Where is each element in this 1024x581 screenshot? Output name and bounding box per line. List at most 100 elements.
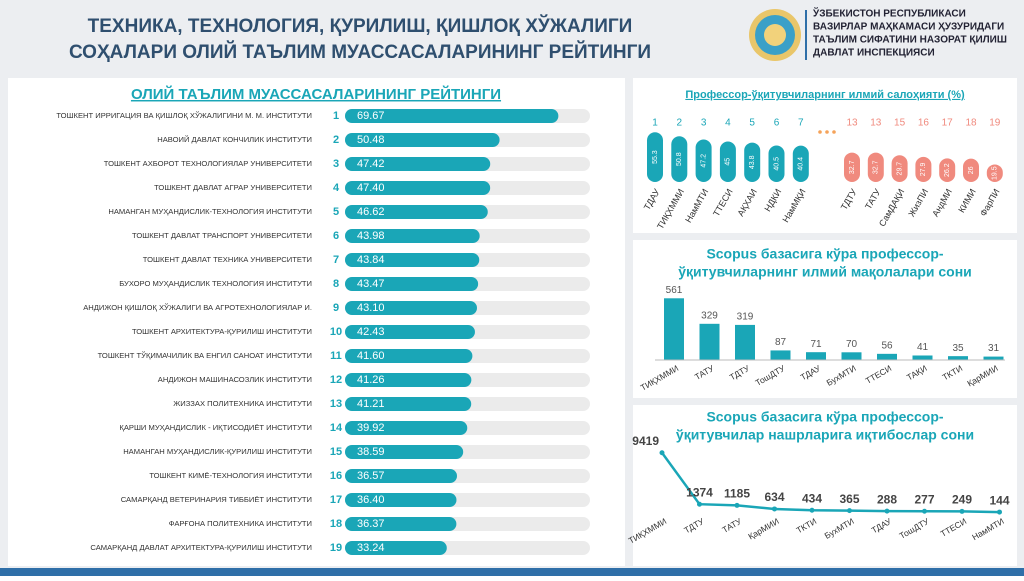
pill xyxy=(647,132,663,182)
value-label: 43.8 xyxy=(749,155,756,169)
value-label: 33.24 xyxy=(357,542,385,554)
pill xyxy=(695,139,712,182)
bar xyxy=(345,469,457,483)
bar xyxy=(345,373,472,387)
value-label: 9419 xyxy=(632,434,659,448)
pill xyxy=(963,158,979,182)
value-label: 71 xyxy=(810,339,822,350)
category-label: ТОШКЕНТ КИМЁ-ТЕХНОЛОГИЯ ИНСТИТУТИ xyxy=(149,471,312,480)
value-label: 32.7 xyxy=(873,160,880,174)
bar xyxy=(345,253,480,267)
value-label: 39.92 xyxy=(357,422,385,434)
value-label: 26 xyxy=(968,166,975,174)
title: ТЕХНИКА, ТЕХНОЛОГИЯ, ҚУРИЛИШ, ҚИШЛОҚ ХЎЖ… xyxy=(88,15,633,37)
chart-title: ОЛИЙ ТАЪЛИМ МУАССАСАЛАРИНИНГ РЕЙТИНГИ xyxy=(131,85,501,103)
value-label: 41.21 xyxy=(357,398,385,410)
rank: 9 xyxy=(333,302,339,314)
value-label: 46.62 xyxy=(357,206,385,218)
point xyxy=(959,508,965,514)
bar xyxy=(735,324,755,360)
category-label: НАМАНГАН МУҲАНДИСЛИК-ҚУРИЛИШ ИНСТИТУТИ xyxy=(123,447,312,456)
rank: 19 xyxy=(330,542,342,554)
rank: 6 xyxy=(333,230,339,242)
bar xyxy=(345,301,477,315)
rank: 13 xyxy=(870,118,882,129)
category-label: ТОШКЕНТ ДАВЛАТ ТРАНСПОРТ УНИВЕРСИТЕТИ xyxy=(132,231,312,240)
bar xyxy=(345,445,464,459)
value-label: 561 xyxy=(666,285,683,296)
category-label: ТОШКЕНТ ДАВЛАТ АГРАР УНИВЕРСИТЕТИ xyxy=(154,183,312,192)
point xyxy=(772,506,777,512)
value-label: 1185 xyxy=(724,487,750,501)
bar xyxy=(345,421,468,435)
title: СОҲАЛАРИ ОЛИЙ ТАЪЛИМ МУАССАСАЛАРИНИНГ РЕ… xyxy=(69,41,651,63)
rank: 16 xyxy=(330,470,342,482)
rank: 17 xyxy=(942,118,954,129)
bar xyxy=(877,353,897,360)
rank: 7 xyxy=(333,254,339,266)
panel xyxy=(633,240,1017,398)
bar xyxy=(345,133,500,147)
value-label: 277 xyxy=(914,492,934,506)
value-label: 36.40 xyxy=(357,494,385,506)
bar xyxy=(345,157,491,171)
pill xyxy=(986,164,1003,182)
point xyxy=(884,508,890,514)
value-label: 50.48 xyxy=(357,134,385,146)
value-label: 47.42 xyxy=(357,158,385,170)
bar xyxy=(345,109,559,123)
bar xyxy=(770,350,791,360)
rank: 1 xyxy=(652,118,658,129)
chart-title: Scopus базасига кўра профессор- xyxy=(706,409,943,425)
bar xyxy=(345,541,447,555)
rank: 14 xyxy=(330,422,343,434)
rank: 18 xyxy=(330,518,342,530)
value-label: 47.40 xyxy=(357,182,385,194)
value-label: 36.57 xyxy=(357,470,385,482)
emblem xyxy=(749,9,801,61)
rank: 15 xyxy=(894,118,906,129)
category-label: АНДИЖОН ҚИШЛОҚ ХЎЖАЛИГИ ВА АГРОТЕХНОЛОГИ… xyxy=(83,303,312,312)
value-label: 69.67 xyxy=(357,110,385,122)
rank: 5 xyxy=(749,118,755,129)
rank: 2 xyxy=(333,134,339,146)
value-label: 87 xyxy=(775,337,787,348)
value-label: 38.59 xyxy=(357,446,385,458)
value-label: 27.9 xyxy=(920,163,927,177)
category-label: ТОШКЕНТ АХБОРОТ ТЕХНОЛОГИЯЛАР УНИВЕРСИТЕ… xyxy=(104,159,312,168)
category-label: ТОШКЕНТ АРХИТЕКТУРА-ҚУРИЛИШ ИНСТИТУТИ xyxy=(132,327,312,336)
category-label: ТОШКЕНТ ТЎҚИМАЧИЛИК ВА ЕНГИЛ САНОАТ ИНСТ… xyxy=(98,351,312,360)
category-label: АНДИЖОН МАШИНАСОЗЛИК ИНСТИТУТИ xyxy=(158,375,312,384)
category-label: САМАРҚАНД ВЕТЕРИНАРИЯ ТИББИЁТ ИНСТИТУТИ xyxy=(121,495,312,504)
value-label: 35 xyxy=(952,343,964,354)
bar xyxy=(345,277,479,291)
value-label: 43.47 xyxy=(357,278,385,290)
rank: 19 xyxy=(989,118,1001,129)
rank: 3 xyxy=(701,118,707,129)
category-label: ФАРҒОНА ПОЛИТЕХНИКА ИНСТИТУТИ xyxy=(169,519,312,528)
point xyxy=(847,508,852,514)
pill xyxy=(939,158,956,182)
value-label: 36.37 xyxy=(357,518,385,530)
pill xyxy=(744,142,761,182)
pill xyxy=(844,152,860,182)
category-label: НАМАНГАН МУҲАНДИСЛИК-ТЕХНОЛОГИЯ ИНСТИТУТ… xyxy=(108,207,312,216)
pill xyxy=(671,136,688,182)
value-label: 41.26 xyxy=(357,374,385,386)
value-label: 55.3 xyxy=(652,150,659,164)
value-label: 70 xyxy=(846,339,858,350)
value-label: 29.7 xyxy=(896,162,903,176)
value-label: 26.2 xyxy=(944,163,951,177)
rank: 15 xyxy=(330,446,342,458)
rank: 10 xyxy=(330,326,342,338)
point xyxy=(922,508,927,514)
value-label: 42.43 xyxy=(357,326,385,338)
pill xyxy=(792,145,809,182)
value-label: 1374 xyxy=(686,485,713,499)
bar xyxy=(345,181,491,195)
pill xyxy=(867,152,884,182)
rank: 4 xyxy=(725,118,731,129)
value-label: 19.5 xyxy=(992,166,999,180)
bar xyxy=(345,397,472,411)
